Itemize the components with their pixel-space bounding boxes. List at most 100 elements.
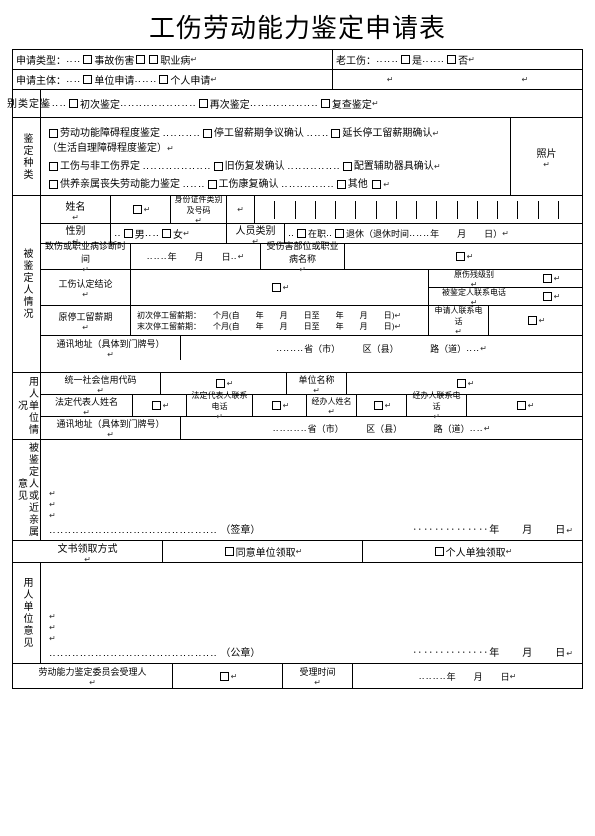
applicant-phone-value[interactable]: ↵	[489, 306, 582, 335]
applicant-phone-label: 申请人联系电话↵	[429, 306, 489, 335]
opinion2-sig: （公章）	[220, 648, 260, 659]
checkbox-jdzl-2a[interactable]	[49, 162, 58, 171]
legal-phone-value[interactable]: ↵	[253, 395, 307, 416]
jdzl-1b: 停工留薪期争议确认	[214, 128, 304, 139]
jdzl-options: 劳动功能障碍程度鉴定 ‥‥‥‥‥停工留薪期争议确认 ‥‥‥延长停工留薪期确认↵ …	[41, 118, 511, 195]
checkbox-collect-unit[interactable]	[225, 547, 234, 556]
collect-unit: 同意单位领取↵	[163, 541, 363, 562]
unit-name-value[interactable]: ↵	[347, 373, 582, 394]
orig-level-label: 原伤残级别↵	[429, 270, 519, 287]
receive-time-value[interactable]: ‥‥‥‥年 月 日↵	[353, 664, 582, 688]
opinion1-content[interactable]: ↵↵↵ ‥‥‥‥‥‥‥‥‥‥‥‥‥‥‥‥‥‥‥‥‥‥ （签章） ‥‥‥‥‥‥‥年…	[41, 440, 582, 540]
id-blank[interactable]: ↵	[227, 196, 255, 223]
checkbox-disease[interactable]	[136, 55, 145, 64]
jdlb-first: 初次鉴定	[80, 96, 120, 111]
jdlb-re: 再次鉴定	[210, 96, 250, 111]
collect-indiv: 个人单独领取↵	[363, 541, 582, 562]
agent-name-label: 经办人姓名↵	[307, 395, 357, 416]
receiver-value[interactable]: ↵	[173, 664, 283, 688]
checkbox-onjob[interactable]	[297, 229, 306, 238]
yrdw-content: 统一社会信用代码↵ ↵ 单位名称↵ ↵ 法定代表人姓名↵ ↵ 法定代表人联系电话…	[41, 373, 582, 439]
app-subject-person: 个人申请	[170, 72, 210, 87]
orig-level-value[interactable]: ↵	[519, 270, 582, 287]
checkbox-old-yes[interactable]	[401, 55, 410, 64]
checkbox-jdzl-3a[interactable]	[49, 180, 58, 189]
inj-time-value[interactable]: ‥‥‥年 月 日‥↵	[131, 244, 261, 269]
checkbox-retired[interactable]	[335, 229, 344, 238]
checkbox-male[interactable]	[124, 229, 133, 238]
uscc-label: 统一社会信用代码↵	[41, 373, 161, 394]
female-label: 女	[173, 226, 183, 241]
checkbox-jdzl-other[interactable]	[372, 180, 381, 189]
app-type-accident: 事故伤害	[94, 52, 134, 67]
opinion2-side: 用人单位意见	[13, 563, 41, 663]
checkbox-jdzl-1b[interactable]	[203, 129, 212, 138]
bjdr-addr-label: 通讯地址（具体到门牌号）↵	[41, 336, 181, 360]
app-subject-unit: 单位申请	[94, 72, 134, 87]
agent-phone-label: 经办人联系电话↵	[407, 395, 467, 416]
bjdr-phone-value[interactable]: ↵	[519, 288, 582, 305]
checkbox-person-apply[interactable]	[159, 75, 168, 84]
jdzl-side: 鉴定种类	[13, 118, 41, 195]
conclusion-label: 工伤认定结论↵	[41, 270, 131, 305]
conclusion-value[interactable]: ↵	[131, 270, 429, 305]
jdzl-3a: 供养亲属丧失劳动能力鉴定	[60, 179, 180, 190]
checkbox-old-no[interactable]	[447, 55, 456, 64]
checkbox-jdzl-2c[interactable]	[343, 162, 352, 171]
inj-time-label: 致伤或职业病诊断时间↵	[41, 244, 131, 269]
checkbox-jdzl-2b[interactable]	[214, 162, 223, 171]
legal-rep-label: 法定代表人姓名↵	[41, 395, 133, 416]
checkbox-re-appraisal[interactable]	[199, 99, 208, 108]
checkbox-first-appraisal[interactable]	[69, 99, 78, 108]
jdzl-2c: 配置辅助器具确认	[354, 161, 434, 172]
form-table: 申请类型： ‥‥ 事故伤害 职业病↵ 老工伤： ‥‥‥ 是 ‥‥‥ 否↵ 申请主…	[12, 49, 583, 689]
retired-label: 退休（退休时间	[346, 227, 409, 240]
old-injury-cell: 老工伤： ‥‥‥ 是 ‥‥‥ 否↵	[333, 50, 582, 69]
yrdw-addr-label: 通讯地址（具体到门牌号）↵	[41, 417, 181, 439]
application-type-cell: 申请类型： ‥‥ 事故伤害 职业病↵	[13, 50, 333, 69]
bjdr-addr-value[interactable]: ‥‥‥‥省（市） 区（县） 路（道）‥‥↵	[181, 336, 582, 360]
id-label: 身份证件类别及号码↵	[171, 196, 227, 223]
jdlb-side: 鉴定类别	[13, 90, 41, 117]
opinion1-side: 被鉴定人或近亲属意见	[13, 440, 41, 540]
inj-dept-label: 受伤害部位或职业病名称↵	[261, 244, 345, 269]
jdzl-1c: 延长停工留薪期确认	[342, 128, 432, 139]
checkbox-jdzl-3b[interactable]	[208, 180, 217, 189]
unit-name-label: 单位名称↵	[287, 373, 347, 394]
agent-phone-value[interactable]: ↵	[467, 395, 582, 416]
agent-name-value[interactable]: ↵	[357, 395, 407, 416]
jdzl-2a: 工伤与非工伤界定	[60, 161, 140, 172]
application-subject-cell: 申请主体： ‥‥ 单位申请 ‥‥‥ 个人申请↵	[13, 70, 333, 89]
checkbox-accident[interactable]	[83, 55, 92, 64]
bjdr-phone-label: 被鉴定人联系电话↵	[429, 288, 519, 306]
legal-phone-label: 法定代表人联系电话↵	[187, 395, 253, 416]
id-grid[interactable]	[255, 196, 582, 223]
inj-dept-value[interactable]: ↵	[345, 244, 582, 269]
checkbox-disease2[interactable]	[149, 55, 158, 64]
jdzl-1a-sub: （生活自理障碍程度鉴定）	[47, 143, 167, 154]
name-value[interactable]: ↵	[111, 196, 171, 223]
jdzl-3c: 其他	[348, 179, 368, 190]
checkbox-jdzl-1a[interactable]	[49, 129, 58, 138]
yrdw-side: 用人单位情况	[13, 373, 41, 439]
checkbox-jdzl-1c[interactable]	[331, 129, 340, 138]
male-label: 男	[135, 226, 145, 241]
checkbox-jdzl-3c[interactable]	[337, 180, 346, 189]
bjdr-side: 被鉴定人情况	[13, 196, 41, 372]
jdzl-3b: 工伤康复确认	[219, 179, 279, 190]
old-yes: 是	[412, 52, 422, 67]
collect-method-label: 文书领取方式↵	[13, 541, 163, 562]
page-title: 工伤劳动能力鉴定申请表	[0, 0, 595, 49]
app-subject-label: 申请主体：	[16, 72, 66, 87]
opinion2-content[interactable]: ↵↵↵ ‥‥‥‥‥‥‥‥‥‥‥‥‥‥‥‥‥‥‥‥‥‥ （公章） ‥‥‥‥‥‥‥年…	[41, 563, 582, 663]
receiver-label: 劳动能力鉴定委员会受理人↵	[13, 664, 173, 688]
name-label: 姓名↵	[41, 196, 111, 223]
old-injury-label: 老工伤：	[336, 52, 376, 67]
legal-rep-value[interactable]: ↵	[133, 395, 187, 416]
jdlb-review: 复查鉴定	[332, 96, 372, 111]
checkbox-female[interactable]	[162, 229, 171, 238]
checkbox-collect-indiv[interactable]	[435, 547, 444, 556]
checkbox-unit-apply[interactable]	[83, 75, 92, 84]
checkbox-review-appraisal[interactable]	[321, 99, 330, 108]
yrdw-addr-value[interactable]: ‥‥‥‥‥省（市） 区（县） 路（道）‥‥↵	[181, 417, 582, 439]
